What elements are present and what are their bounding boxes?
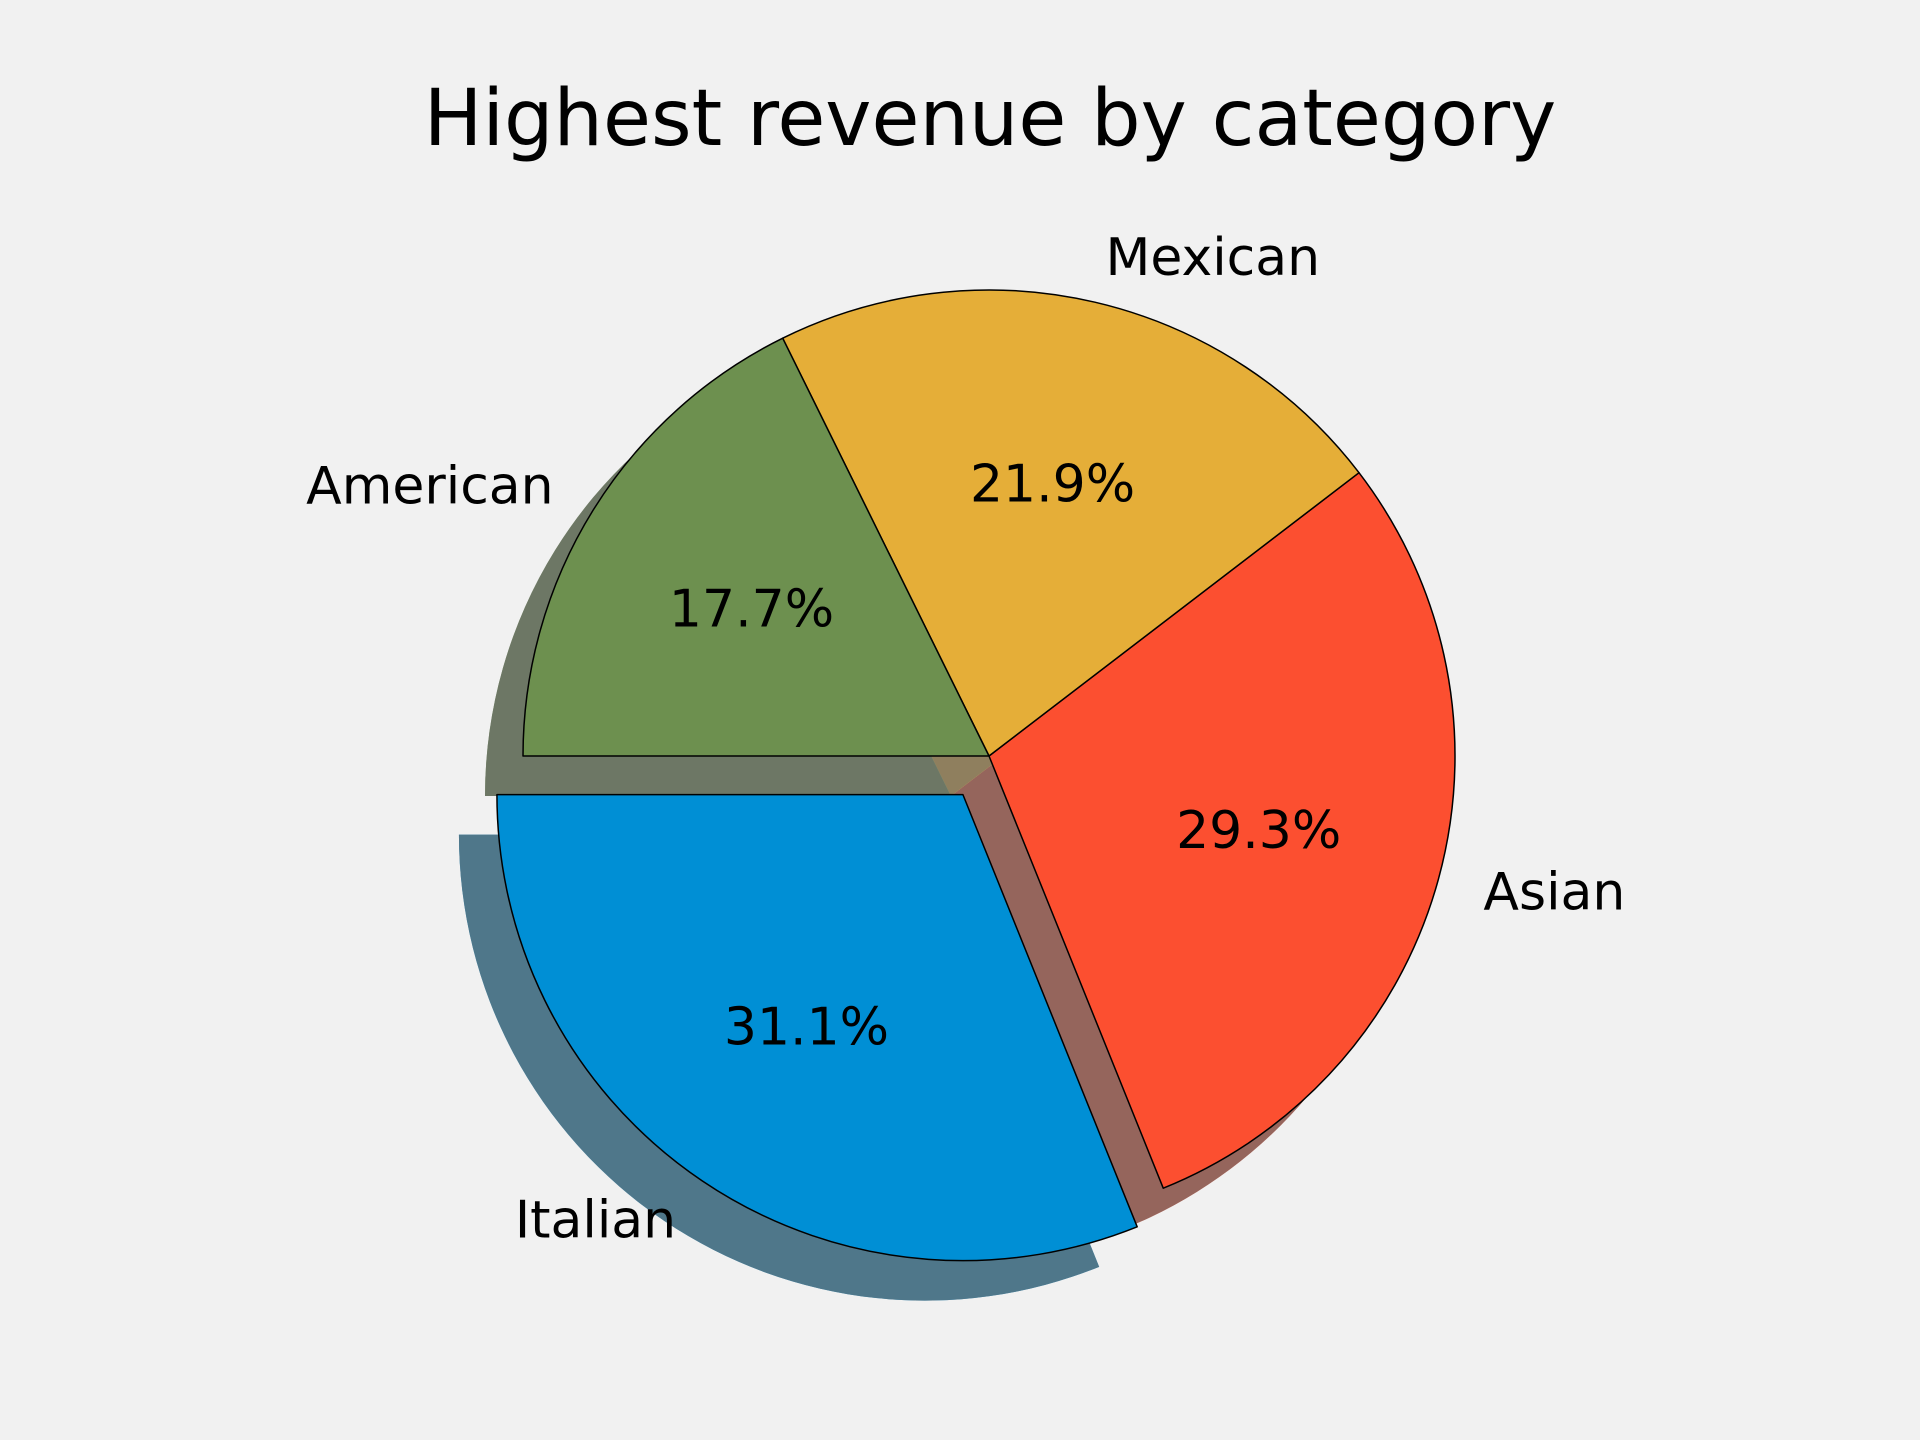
pct-label-mexican: 21.9% xyxy=(970,455,1135,515)
pct-label-asian: 29.3% xyxy=(1176,801,1341,861)
pie-slice-italian xyxy=(496,793,1138,1262)
wedge-layer xyxy=(496,289,1456,1262)
pct-label-italian: 31.1% xyxy=(724,997,889,1057)
slice-label-asian: Asian xyxy=(1483,862,1625,922)
slice-label-mexican: Mexican xyxy=(1106,228,1321,288)
slice-label-american: American xyxy=(306,456,553,516)
pie-slice-asian xyxy=(988,471,1456,1189)
pie-slice-american xyxy=(522,337,990,757)
label-layer: Italian 31.1% Asian 29.3% Mexican 21.9% Americ… xyxy=(306,228,1625,1251)
pct-label-american: 17.7% xyxy=(669,579,834,639)
pie-slice-mexican xyxy=(781,289,1360,757)
slice-label-italian: Italian xyxy=(515,1190,676,1250)
chart-title: Highest revenue by category xyxy=(424,74,1557,164)
